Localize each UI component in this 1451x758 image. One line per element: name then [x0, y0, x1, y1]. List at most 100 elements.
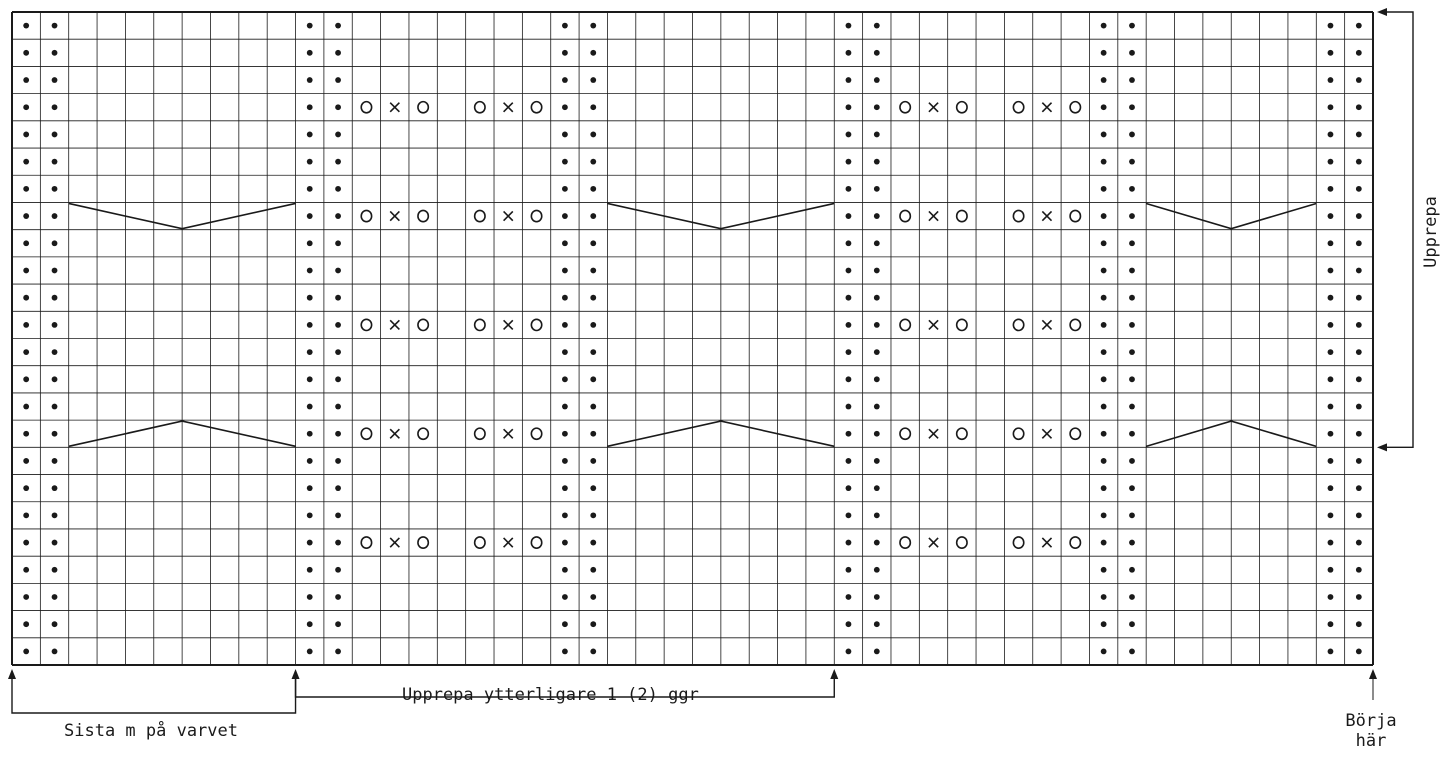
yarn-over-symbol [417, 318, 430, 332]
purl-stitch-dot [873, 403, 880, 410]
purl-stitch-dot [335, 77, 341, 83]
purl-stitch-dot [51, 213, 58, 219]
purl-stitch-dot [306, 349, 313, 356]
purl-stitch-dot [23, 77, 30, 83]
repeat-vertical-arrow-bottom [1377, 443, 1387, 452]
purl-stitch-dot [1100, 621, 1107, 628]
purl-stitch-dot [562, 621, 568, 628]
purl-stitch-dot [1129, 349, 1135, 356]
purl-stitch-dot [873, 213, 880, 219]
purl-stitch-dot [23, 22, 30, 29]
purl-stitch-dot [1100, 77, 1107, 83]
purl-stitch-dot [23, 594, 30, 600]
purl-stitch-dot [845, 566, 852, 573]
purl-stitch-dot [1355, 403, 1362, 410]
purl-stitch-dot [23, 104, 30, 111]
repeat-arrows [8, 8, 1414, 714]
purl-stitch-dot [1129, 22, 1135, 29]
purl-stitch-dot [1327, 77, 1334, 83]
purl-stitch-dot [562, 267, 568, 274]
purl-stitch-dot [1355, 594, 1362, 600]
purl-stitch-dot [23, 267, 30, 274]
yarn-over-symbol [899, 318, 912, 332]
purl-stitch-dot [1355, 648, 1362, 655]
purl-stitch-dot [845, 294, 852, 301]
grid-lines [11, 11, 1374, 666]
purl-stitch-dot [306, 104, 313, 111]
purl-stitch-dot [306, 131, 313, 138]
purl-stitch-dot [590, 648, 597, 655]
purl-stitch-dot [873, 77, 880, 83]
decrease-symbol-stroke-b [389, 210, 400, 222]
yarn-over-symbol [1012, 536, 1025, 549]
purl-stitch-dot [306, 485, 313, 492]
purl-stitch-dot [51, 376, 58, 383]
purl-stitch-dot [1129, 485, 1135, 492]
yarn-over-symbol [417, 209, 430, 223]
yarn-over-symbol [1012, 318, 1025, 332]
purl-stitch-dot [306, 240, 313, 247]
purl-stitch-dot [1129, 77, 1135, 83]
purl-stitch-dot [1129, 267, 1135, 274]
purl-stitch-dot [1355, 321, 1362, 328]
yarn-over-symbol [955, 536, 968, 549]
purl-stitch-dot [51, 403, 58, 410]
purl-stitch-dot [873, 22, 880, 29]
purl-stitch-dot [23, 321, 30, 328]
purl-stitch-dot [1129, 621, 1135, 628]
purl-stitch-dot [1129, 539, 1135, 546]
last-stitch-arrow-left [8, 669, 16, 679]
purl-stitch-dot [51, 77, 58, 83]
purl-stitch-dot [1129, 321, 1135, 328]
purl-stitch-dot [845, 485, 852, 492]
purl-stitch-dot [1327, 49, 1334, 56]
cable-chevron-line [68, 202, 296, 230]
cable-chevron-line [607, 202, 835, 230]
purl-stitch-dot [1355, 267, 1362, 274]
purl-stitch-dot [845, 512, 852, 519]
purl-stitch-dot [51, 430, 58, 437]
yarn-over-symbol [1069, 536, 1082, 549]
yarn-over-symbol [360, 209, 373, 223]
purl-stitch-dot [335, 376, 341, 383]
purl-stitch-dot [1355, 49, 1362, 56]
purl-stitch-dot [51, 49, 58, 56]
purl-stitch-dot [23, 430, 30, 437]
purl-stitch-dot [562, 158, 568, 165]
purl-stitch-dot [590, 485, 597, 492]
purl-stitch-dot [1100, 458, 1107, 464]
purl-stitch-dot [1355, 185, 1362, 192]
purl-stitch-dot [590, 321, 597, 328]
purl-stitch-dot [1100, 267, 1107, 274]
repeat-more-label: Upprepa ytterligare 1 (2) ggr [402, 685, 699, 705]
decrease-symbol-stroke-b [928, 428, 939, 439]
purl-stitch-dot [335, 294, 341, 301]
purl-stitch-dot [873, 267, 880, 274]
purl-stitch-dot [335, 267, 341, 274]
purl-stitch-dot [590, 267, 597, 274]
purl-stitch-dot [1355, 349, 1362, 356]
purl-stitch-dot [51, 294, 58, 301]
purl-stitch-dot [51, 648, 58, 655]
purl-stitch-dot [23, 240, 30, 247]
purl-stitch-dot [590, 77, 597, 83]
purl-stitch-dot [1129, 594, 1135, 600]
yarn-over-symbol [1012, 427, 1025, 441]
decrease-symbol-stroke-b [928, 537, 939, 548]
purl-stitch-dot [873, 104, 880, 111]
purl-stitch-dot [1100, 594, 1107, 600]
purl-stitch-dot [873, 621, 880, 628]
last-stitch-bracket [11, 677, 297, 714]
purl-stitch-dot [51, 594, 58, 600]
purl-stitch-dot [1100, 485, 1107, 492]
purl-stitch-dot [335, 213, 341, 219]
purl-stitch-dot [51, 131, 58, 138]
purl-stitch-dot [1327, 267, 1334, 274]
purl-stitch-dot [51, 512, 58, 519]
purl-stitch-dot [1100, 403, 1107, 410]
purl-stitch-dot [1355, 240, 1362, 247]
purl-stitch-dot [51, 267, 58, 274]
purl-stitch-dot [590, 240, 597, 247]
